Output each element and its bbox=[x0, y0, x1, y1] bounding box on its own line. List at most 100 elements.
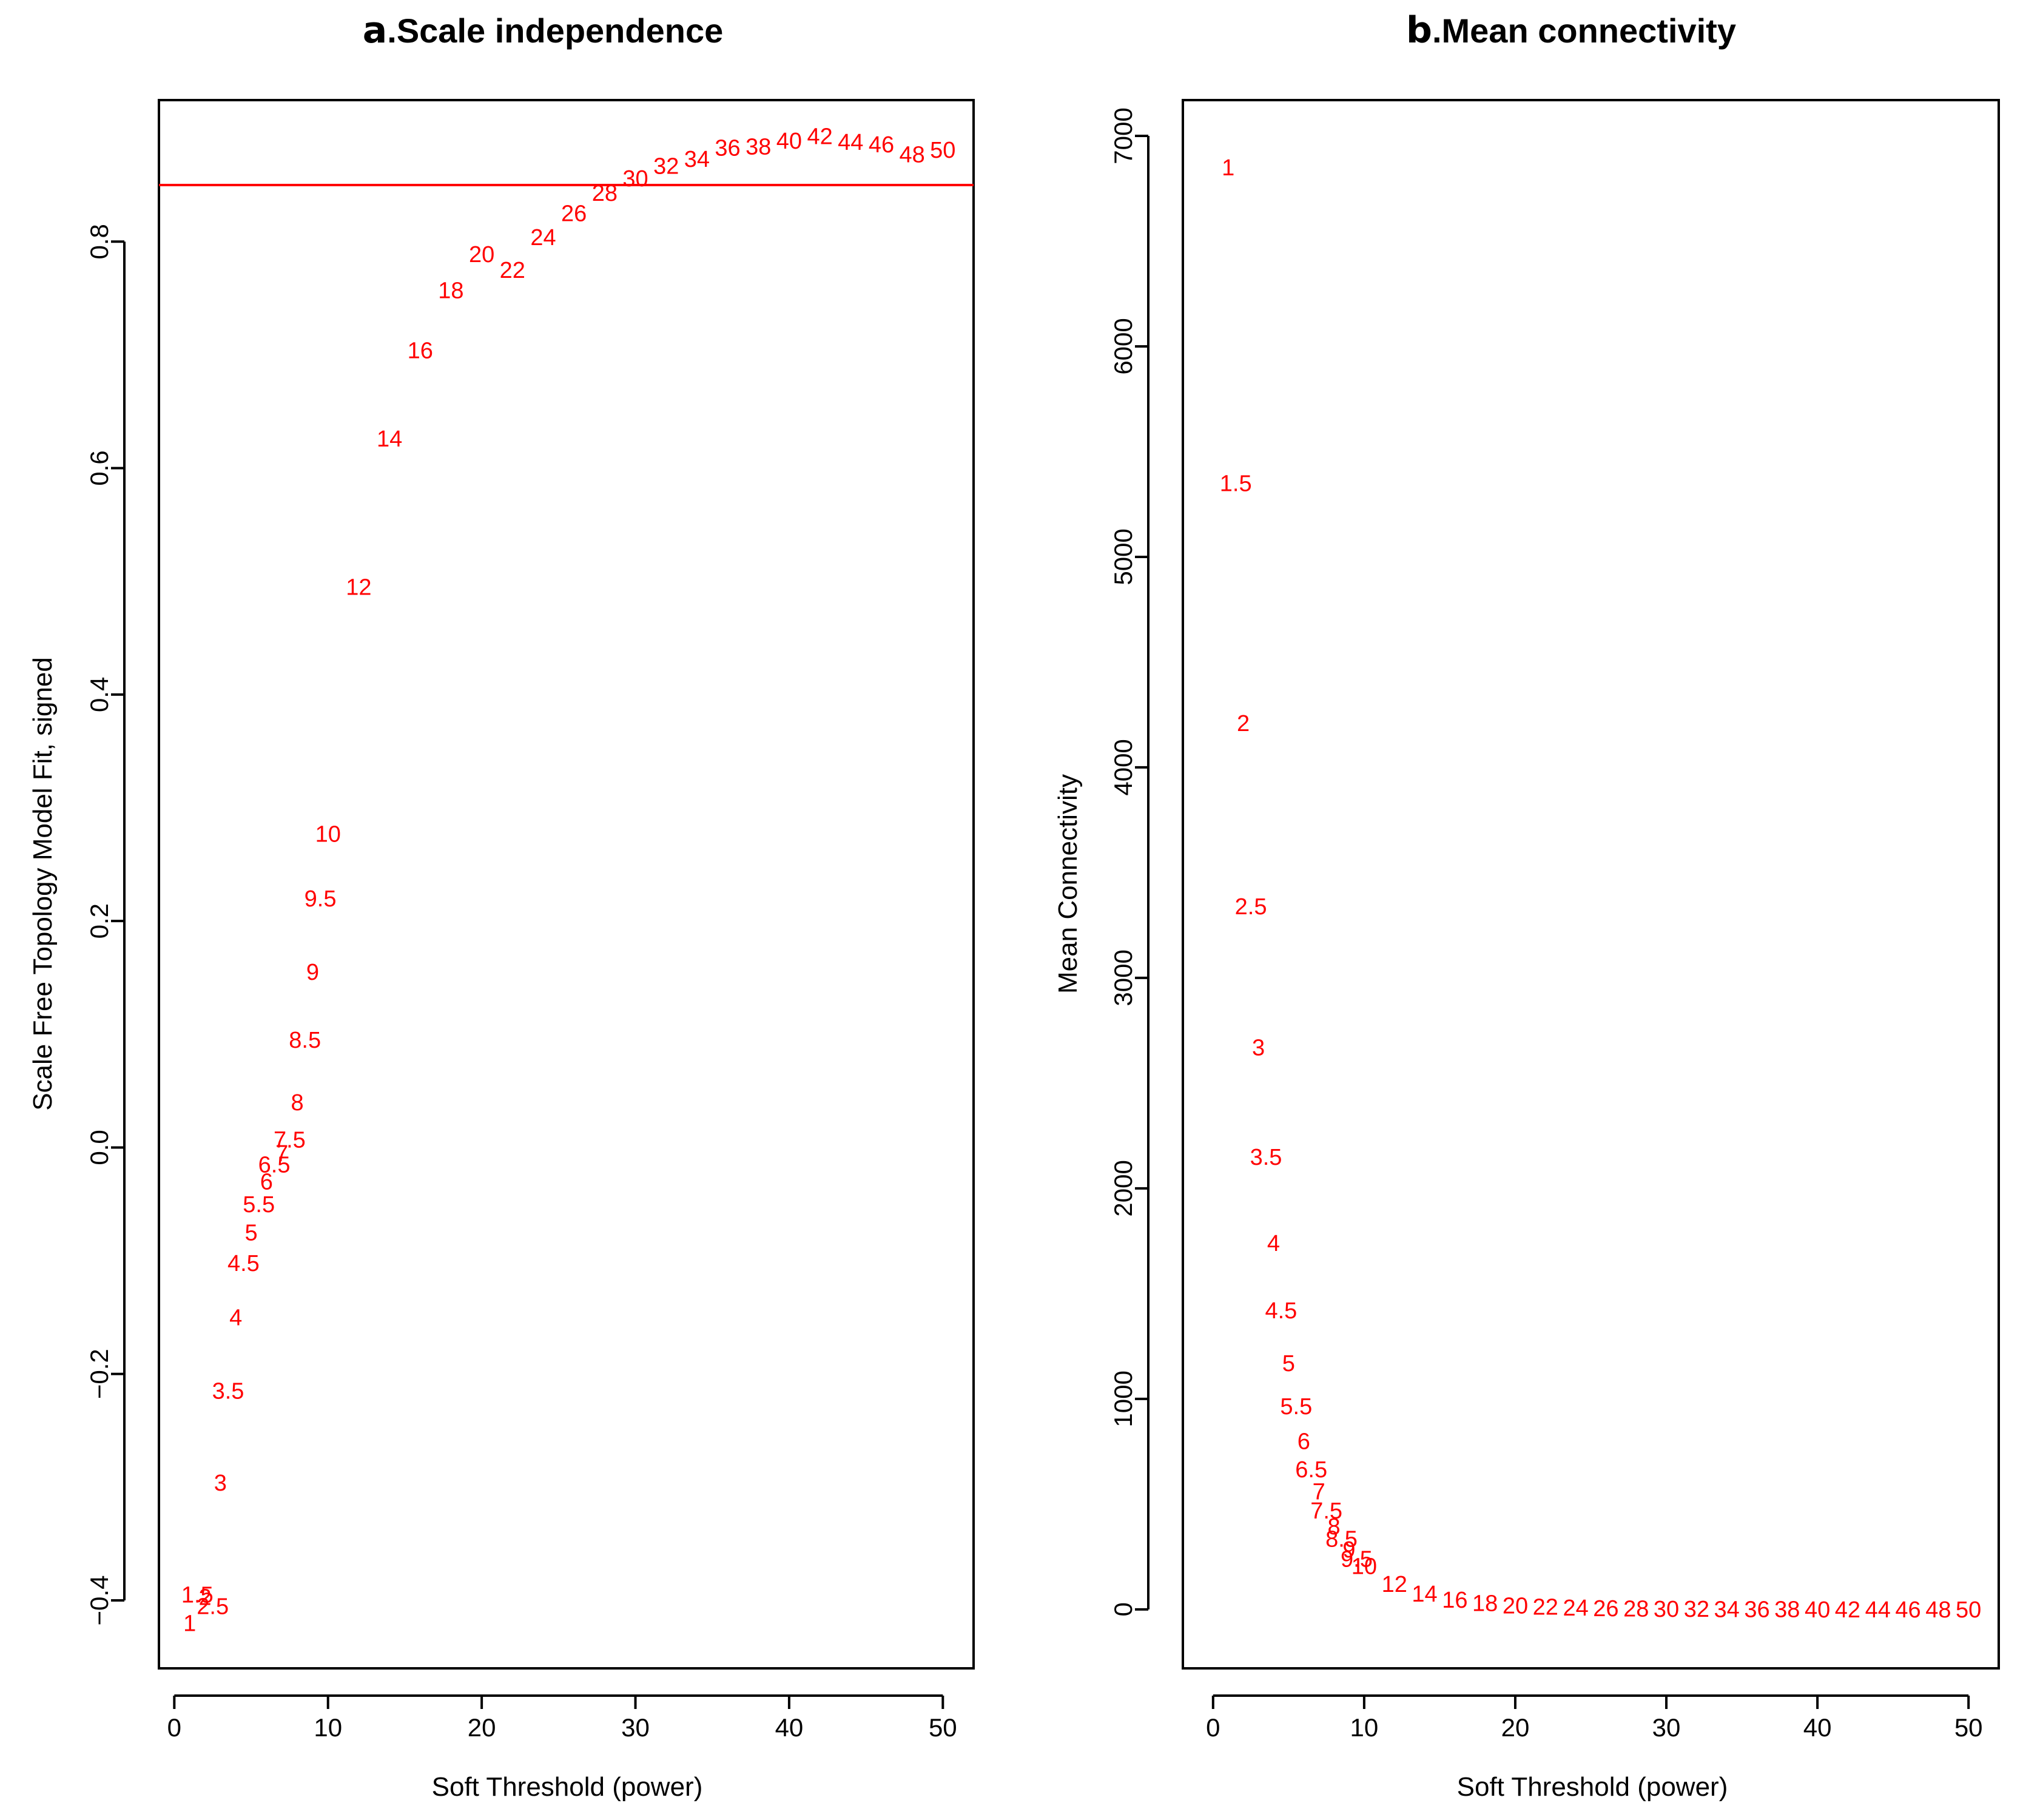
panel-b-title-text: Mean connectivity bbox=[1442, 12, 1736, 50]
data-point-label: 6 bbox=[260, 1169, 273, 1195]
data-point-label: 30 bbox=[622, 166, 648, 192]
data-point-label: 32 bbox=[653, 153, 679, 179]
data-point-label: 2.5 bbox=[1235, 894, 1267, 920]
data-point-label: 4 bbox=[1267, 1231, 1280, 1256]
data-point-label: 46 bbox=[1895, 1597, 1920, 1623]
data-point-label: 6 bbox=[1298, 1429, 1310, 1454]
y-tick-label: 0.2 bbox=[85, 903, 113, 939]
data-point-label: 9 bbox=[306, 960, 319, 985]
data-point-label: 48 bbox=[900, 143, 925, 168]
y-tick-label: 0.8 bbox=[85, 224, 113, 259]
x-tick-label: 20 bbox=[468, 1713, 496, 1742]
data-point-label: 4.5 bbox=[227, 1251, 260, 1276]
y-tick-label: 7000 bbox=[1109, 107, 1137, 164]
panel-b-y-axis-title: Mean Connectivity bbox=[1053, 774, 1083, 994]
data-point-label: 10 bbox=[1351, 1554, 1377, 1580]
data-point-label: 3 bbox=[214, 1471, 227, 1496]
data-point-label: 5.5 bbox=[1280, 1394, 1312, 1420]
data-point-label: 26 bbox=[561, 201, 587, 227]
data-point-label: 36 bbox=[715, 135, 740, 161]
data-point-label: 48 bbox=[1925, 1597, 1951, 1623]
panel-a-x-axis-title: Soft Threshold (power) bbox=[432, 1772, 703, 1802]
panel-a-plot-frame bbox=[158, 99, 975, 1670]
data-point-label: 22 bbox=[500, 258, 525, 283]
data-point-label: 8 bbox=[1328, 1514, 1341, 1540]
data-point-label: 30 bbox=[1654, 1597, 1679, 1622]
panel-a-y-axis: −0.4 −0.2 0.0 0.2 0.4 0.6 0.8 bbox=[85, 224, 126, 1626]
data-point-label: 42 bbox=[1835, 1597, 1860, 1623]
data-point-label: 40 bbox=[776, 129, 802, 154]
data-point-label: 5.5 bbox=[243, 1192, 275, 1218]
panel-b-period: . bbox=[1432, 12, 1442, 50]
data-point-label: 26 bbox=[1593, 1596, 1618, 1622]
data-point-label: 10 bbox=[315, 821, 341, 847]
data-point-label: 9.5 bbox=[305, 886, 337, 912]
data-point-label: 28 bbox=[1623, 1596, 1649, 1622]
data-point-label: 14 bbox=[377, 426, 402, 452]
data-point-label: 24 bbox=[1563, 1596, 1588, 1621]
data-point-label: 18 bbox=[438, 278, 463, 304]
panel-a-letter: a bbox=[363, 9, 388, 52]
panel-a-x-axis: 0 10 20 30 40 50 bbox=[167, 1694, 957, 1742]
x-tick-label: 40 bbox=[1803, 1713, 1832, 1742]
panel-b-x-axis-title: Soft Threshold (power) bbox=[1457, 1772, 1728, 1802]
data-point-label: 8.5 bbox=[289, 1028, 321, 1053]
data-point-label: 3.5 bbox=[1250, 1145, 1282, 1170]
data-point-label: 20 bbox=[469, 242, 494, 268]
x-tick-label: 0 bbox=[1206, 1713, 1220, 1742]
y-tick-label: −0.4 bbox=[85, 1576, 113, 1626]
y-tick-label: 2000 bbox=[1109, 1160, 1137, 1216]
x-tick-label: 0 bbox=[167, 1713, 181, 1742]
panel-a-title: a.Scale independence bbox=[363, 9, 724, 52]
x-tick-label: 40 bbox=[775, 1713, 804, 1742]
y-tick-label: 0.6 bbox=[85, 450, 113, 485]
data-point-label: 4 bbox=[229, 1305, 242, 1330]
data-point-label: 18 bbox=[1472, 1591, 1498, 1616]
data-point-label: 1 bbox=[183, 1611, 196, 1636]
data-point-label: 2.5 bbox=[197, 1594, 229, 1619]
data-point-label: 38 bbox=[746, 135, 771, 160]
y-tick-label: 3000 bbox=[1109, 949, 1137, 1006]
x-tick-label: 30 bbox=[1652, 1713, 1681, 1742]
panel-b-title: b.Mean connectivity bbox=[1406, 9, 1736, 52]
y-tick-label: 6000 bbox=[1109, 318, 1137, 374]
panel-a-period: . bbox=[387, 12, 397, 50]
data-point-label: 42 bbox=[807, 124, 832, 150]
data-point-label: 24 bbox=[530, 225, 556, 251]
data-point-label: 28 bbox=[592, 181, 618, 206]
data-point-label: 6.5 bbox=[258, 1152, 291, 1178]
data-point-label: 14 bbox=[1412, 1582, 1437, 1607]
data-point-label: 6.5 bbox=[1295, 1457, 1327, 1483]
data-point-label: 34 bbox=[1714, 1597, 1740, 1622]
data-point-label: 3 bbox=[1252, 1035, 1265, 1060]
data-point-label: 9 bbox=[1342, 1537, 1355, 1563]
y-tick-label: 1000 bbox=[1109, 1370, 1137, 1427]
data-point-label: 3.5 bbox=[212, 1379, 244, 1404]
x-tick-label: 50 bbox=[1954, 1713, 1983, 1742]
y-tick-label: −0.2 bbox=[85, 1349, 113, 1399]
data-point-label: 46 bbox=[869, 132, 894, 158]
panel-b-letter: b bbox=[1406, 9, 1432, 52]
data-point-label: 16 bbox=[1442, 1588, 1467, 1613]
panel-b-x-axis: 0 10 20 30 40 50 bbox=[1206, 1694, 1983, 1742]
y-tick-label: 5000 bbox=[1109, 528, 1137, 585]
data-point-label: 8 bbox=[291, 1090, 303, 1116]
data-point-label: 2 bbox=[1237, 711, 1250, 736]
panel-a-points: 1 1.522.5 3 3.5 4 4.5 55.566.577.5 8 8.5 9 9.5 10 12… bbox=[181, 124, 956, 1637]
data-point-label: 34 bbox=[684, 147, 710, 172]
panel-b-y-axis: 0 1000 2000 3000 4000 5000 6000 7000 bbox=[1109, 107, 1150, 1617]
data-point-label: 1 bbox=[1222, 155, 1234, 181]
data-point-label: 8.5 bbox=[1325, 1527, 1358, 1552]
panel-b-mean-connectivity: b.Mean connectivity 0 10 20 30 40 50 01000200… bbox=[1053, 9, 2000, 1802]
data-point-label: 22 bbox=[1533, 1595, 1558, 1620]
data-point-label: 1.5 bbox=[181, 1583, 214, 1608]
panel-a-scale-independence: a.Scale independence 0 10 20 30 40 50 −0.4−0.… bbox=[28, 9, 975, 1802]
data-point-label: 38 bbox=[1774, 1597, 1800, 1622]
x-tick-label: 10 bbox=[314, 1713, 342, 1742]
data-point-label: 1.5 bbox=[1220, 471, 1252, 497]
data-point-label: 7.5 bbox=[274, 1127, 306, 1153]
y-tick-label: 0.4 bbox=[85, 677, 113, 712]
data-point-label: 4.5 bbox=[1265, 1298, 1297, 1324]
x-tick-label: 30 bbox=[621, 1713, 650, 1742]
panel-a-y-axis-title: Scale Free Topology Model Fit, signed bbox=[28, 657, 58, 1111]
